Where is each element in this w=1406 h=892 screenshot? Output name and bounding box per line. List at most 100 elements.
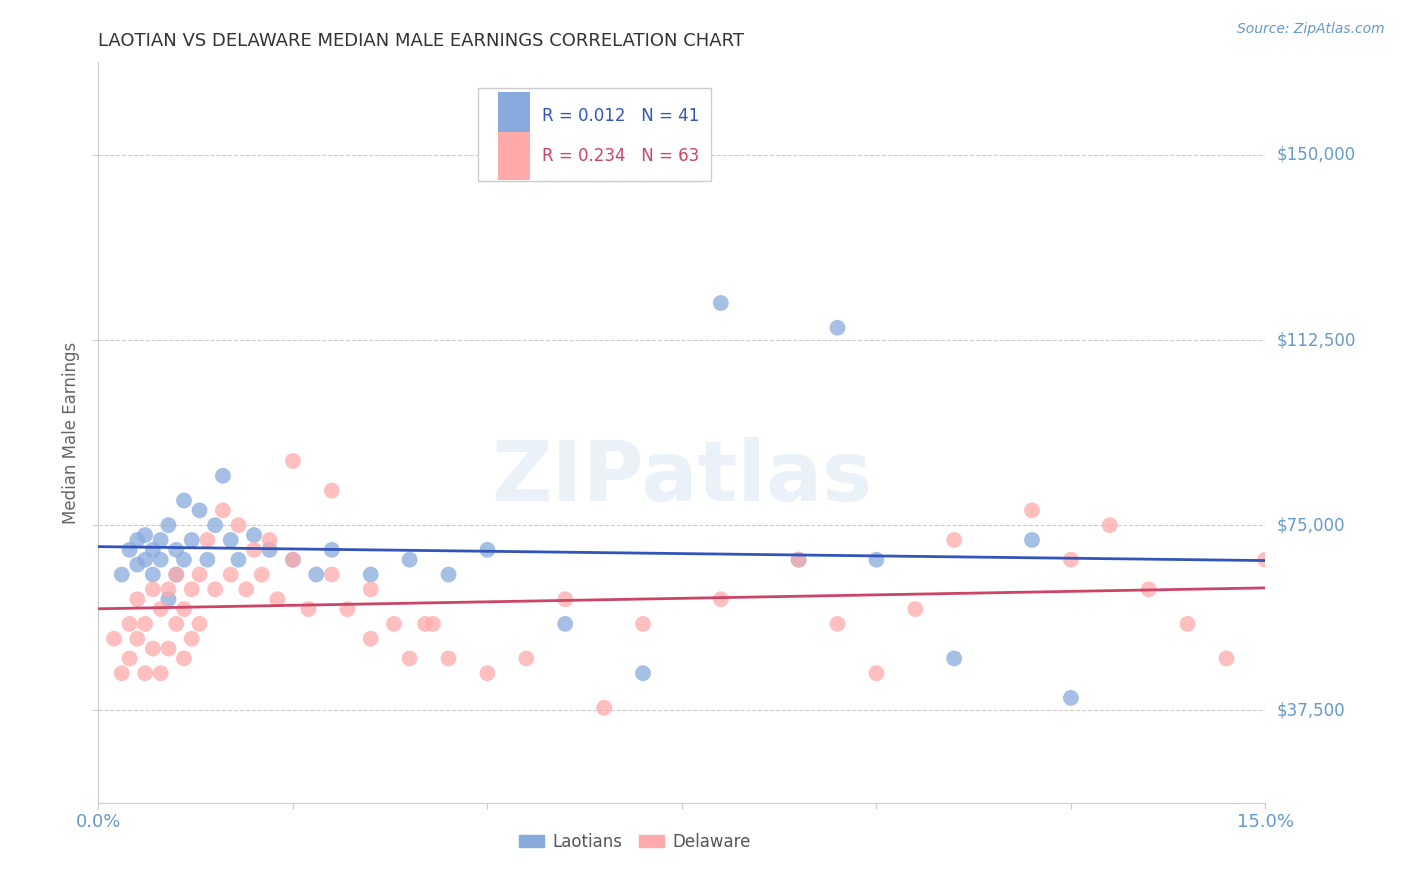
Point bbox=[188, 503, 211, 517]
Point bbox=[360, 632, 382, 646]
Point bbox=[204, 518, 226, 533]
Point bbox=[554, 616, 576, 631]
Point bbox=[1098, 518, 1121, 533]
Point bbox=[382, 616, 405, 631]
Point bbox=[180, 582, 202, 597]
Point bbox=[554, 592, 576, 607]
Point bbox=[281, 552, 304, 566]
Point bbox=[157, 592, 180, 607]
Point bbox=[165, 567, 187, 582]
Point bbox=[250, 567, 273, 582]
Point bbox=[413, 616, 436, 631]
Point bbox=[103, 632, 125, 646]
Text: Source: ZipAtlas.com: Source: ZipAtlas.com bbox=[1237, 22, 1385, 37]
Point bbox=[1021, 533, 1043, 547]
Point bbox=[228, 518, 250, 533]
Point bbox=[127, 533, 149, 547]
Point bbox=[118, 651, 141, 665]
Point bbox=[219, 567, 242, 582]
Point bbox=[1215, 651, 1237, 665]
Text: $75,000: $75,000 bbox=[1277, 516, 1346, 534]
Point bbox=[157, 518, 180, 533]
Text: $37,500: $37,500 bbox=[1277, 701, 1346, 719]
Point bbox=[305, 567, 328, 582]
Point bbox=[710, 592, 733, 607]
Point bbox=[173, 651, 195, 665]
Point bbox=[243, 528, 266, 542]
Text: LAOTIAN VS DELAWARE MEDIAN MALE EARNINGS CORRELATION CHART: LAOTIAN VS DELAWARE MEDIAN MALE EARNINGS… bbox=[98, 32, 744, 50]
Point bbox=[235, 582, 257, 597]
Point bbox=[1060, 690, 1083, 705]
Point bbox=[631, 666, 654, 681]
Point bbox=[865, 666, 887, 681]
Point bbox=[243, 542, 266, 557]
Point bbox=[281, 552, 304, 566]
Point bbox=[157, 582, 180, 597]
Y-axis label: Median Male Earnings: Median Male Earnings bbox=[62, 342, 80, 524]
Point bbox=[180, 632, 202, 646]
FancyBboxPatch shape bbox=[478, 88, 711, 181]
Point bbox=[118, 542, 141, 557]
Point bbox=[321, 483, 343, 498]
Point bbox=[134, 552, 156, 566]
Point bbox=[336, 602, 359, 616]
Point bbox=[281, 454, 304, 468]
Point bbox=[165, 542, 187, 557]
Point bbox=[212, 503, 235, 517]
Point bbox=[149, 666, 172, 681]
Point bbox=[142, 542, 165, 557]
Text: R = 0.234   N = 63: R = 0.234 N = 63 bbox=[541, 147, 699, 165]
Point bbox=[111, 567, 134, 582]
Point bbox=[1177, 616, 1199, 631]
Point bbox=[228, 552, 250, 566]
Point bbox=[142, 582, 165, 597]
Point bbox=[437, 567, 460, 582]
Point bbox=[1021, 503, 1043, 517]
Point bbox=[134, 528, 156, 542]
Point bbox=[188, 616, 211, 631]
Point bbox=[149, 533, 172, 547]
Point bbox=[943, 533, 966, 547]
Point bbox=[515, 651, 537, 665]
Point bbox=[118, 616, 141, 631]
Point bbox=[173, 602, 195, 616]
Bar bbox=[498, 132, 530, 180]
Point bbox=[195, 533, 218, 547]
Point bbox=[259, 533, 281, 547]
Point bbox=[127, 558, 149, 572]
Point bbox=[134, 616, 156, 631]
Point bbox=[157, 641, 180, 656]
Point bbox=[865, 552, 887, 566]
Bar bbox=[498, 92, 530, 140]
Point bbox=[142, 567, 165, 582]
Point bbox=[165, 567, 187, 582]
Point bbox=[212, 468, 235, 483]
Text: $150,000: $150,000 bbox=[1277, 146, 1355, 164]
Point bbox=[398, 552, 420, 566]
Text: R = 0.012   N = 41: R = 0.012 N = 41 bbox=[541, 107, 699, 125]
Point bbox=[422, 616, 444, 631]
Point bbox=[593, 700, 616, 714]
Point bbox=[321, 567, 343, 582]
Point bbox=[787, 552, 810, 566]
Legend: Laotians, Delaware: Laotians, Delaware bbox=[513, 826, 758, 857]
Point bbox=[173, 493, 195, 508]
Point bbox=[1137, 582, 1160, 597]
Point bbox=[437, 651, 460, 665]
Point bbox=[219, 533, 242, 547]
Point bbox=[297, 602, 319, 616]
Point bbox=[710, 296, 733, 310]
Point bbox=[173, 552, 195, 566]
Point bbox=[134, 666, 156, 681]
Point bbox=[398, 651, 420, 665]
Point bbox=[204, 582, 226, 597]
Point bbox=[111, 666, 134, 681]
Point bbox=[943, 651, 966, 665]
Point bbox=[195, 552, 218, 566]
Text: ZIPatlas: ZIPatlas bbox=[492, 436, 872, 517]
Point bbox=[477, 666, 499, 681]
Point bbox=[149, 552, 172, 566]
Point bbox=[142, 641, 165, 656]
Point bbox=[188, 567, 211, 582]
Point bbox=[165, 616, 187, 631]
